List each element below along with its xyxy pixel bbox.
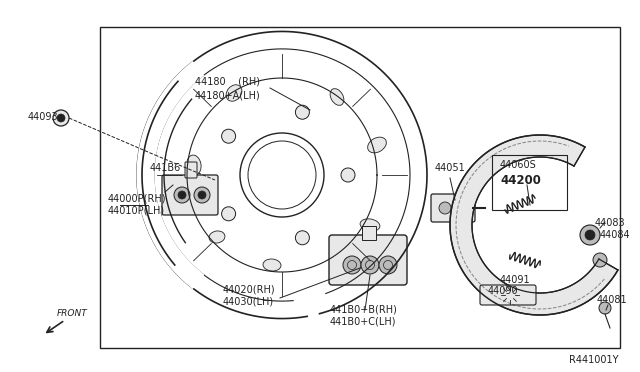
Text: 441B0+C(LH): 441B0+C(LH) xyxy=(330,317,397,327)
Circle shape xyxy=(296,231,309,245)
Bar xyxy=(100,27,620,348)
Text: 44081: 44081 xyxy=(597,295,628,305)
Text: 44000P(RH): 44000P(RH) xyxy=(108,193,166,203)
Circle shape xyxy=(221,129,236,143)
FancyBboxPatch shape xyxy=(162,175,218,215)
Text: R441001Y: R441001Y xyxy=(568,355,618,365)
Text: 44020(RH): 44020(RH) xyxy=(223,285,276,295)
Text: 44091: 44091 xyxy=(500,275,531,285)
Polygon shape xyxy=(450,135,618,315)
Circle shape xyxy=(343,256,361,274)
Circle shape xyxy=(599,302,611,314)
Circle shape xyxy=(221,207,236,221)
Text: 441B0+B(RH): 441B0+B(RH) xyxy=(330,305,398,315)
FancyBboxPatch shape xyxy=(329,235,407,285)
Circle shape xyxy=(198,191,206,199)
Text: 44083: 44083 xyxy=(595,218,626,228)
Text: 44060S: 44060S xyxy=(500,160,537,170)
Text: 44010P(LH): 44010P(LH) xyxy=(108,205,165,215)
Text: 44200: 44200 xyxy=(500,174,541,187)
Ellipse shape xyxy=(263,259,281,271)
Circle shape xyxy=(194,187,210,203)
Circle shape xyxy=(580,225,600,245)
Ellipse shape xyxy=(187,155,201,175)
Circle shape xyxy=(341,168,355,182)
Circle shape xyxy=(593,253,607,267)
Ellipse shape xyxy=(360,219,380,231)
Text: 44090: 44090 xyxy=(488,286,518,296)
FancyBboxPatch shape xyxy=(480,285,536,305)
Circle shape xyxy=(379,256,397,274)
Bar xyxy=(492,155,567,210)
Circle shape xyxy=(296,105,309,119)
Text: 44051: 44051 xyxy=(435,163,466,173)
Text: 44180    (RH): 44180 (RH) xyxy=(195,76,260,86)
Circle shape xyxy=(53,110,69,126)
Circle shape xyxy=(585,230,595,240)
Circle shape xyxy=(457,202,469,214)
FancyBboxPatch shape xyxy=(431,194,475,222)
Text: FRONT: FRONT xyxy=(57,309,88,318)
Text: 441B6: 441B6 xyxy=(150,163,181,173)
Bar xyxy=(362,226,376,240)
Text: 44084: 44084 xyxy=(600,230,630,240)
Ellipse shape xyxy=(367,137,387,153)
FancyBboxPatch shape xyxy=(185,162,197,178)
Ellipse shape xyxy=(209,231,225,243)
Circle shape xyxy=(439,202,451,214)
Ellipse shape xyxy=(330,89,344,105)
Circle shape xyxy=(57,114,65,122)
Text: 44093: 44093 xyxy=(28,112,59,122)
Ellipse shape xyxy=(226,85,242,101)
Text: 44030(LH): 44030(LH) xyxy=(223,297,274,307)
Circle shape xyxy=(178,191,186,199)
Circle shape xyxy=(361,256,379,274)
Circle shape xyxy=(174,187,190,203)
Text: 44180+A(LH): 44180+A(LH) xyxy=(195,90,260,100)
